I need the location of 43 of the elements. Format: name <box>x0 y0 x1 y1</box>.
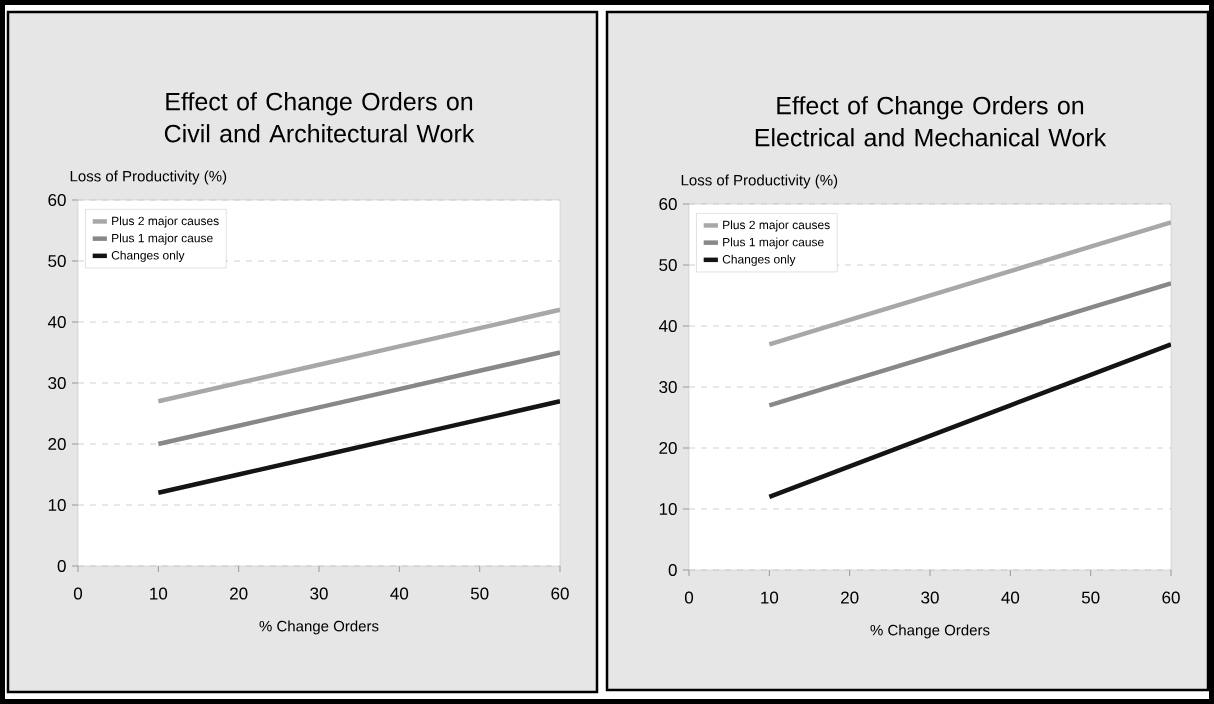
chart-title: Effect of Change Orders on Electrical and Mechanical Work <box>755 96 1107 147</box>
legend-label: Plus 2 major causes <box>723 220 830 232</box>
x-tick-label: 60 <box>1162 591 1180 604</box>
x-axis-title: % Change Orders <box>259 620 379 635</box>
y-axis-title: Loss of Productivity (%) <box>681 174 838 189</box>
x-tick-label: 10 <box>150 587 168 600</box>
y-tick-label: 60 <box>48 193 66 207</box>
y-tick-label: 30 <box>659 380 677 394</box>
x-tick-label: 20 <box>230 587 248 600</box>
legend-label: Plus 1 major cause <box>723 237 824 249</box>
x-tick-label: 60 <box>551 587 569 600</box>
y-tick-label: 10 <box>48 498 66 512</box>
legend-label: Plus 2 major causes <box>112 216 219 228</box>
x-tick-label: 0 <box>73 587 83 600</box>
x-tick-label: 50 <box>1081 591 1100 604</box>
y-tick-label: 40 <box>47 315 66 329</box>
x-tick-label: 0 <box>684 591 694 604</box>
y-tick-label: 60 <box>659 197 677 211</box>
legend-label: Changes only <box>111 250 185 262</box>
y-tick-label: 0 <box>57 559 66 573</box>
x-tick-label: 30 <box>310 587 328 600</box>
y-tick-label: 30 <box>48 376 66 390</box>
y-tick-label: 50 <box>659 258 677 272</box>
x-tick-label: 40 <box>390 587 409 600</box>
line-series <box>156 399 561 496</box>
x-tick-label: 50 <box>470 587 489 600</box>
y-axis-title: Loss of Productivity (%) <box>70 170 227 185</box>
line-series <box>156 350 561 447</box>
y-tick-label: 20 <box>48 437 66 451</box>
line-series <box>767 342 1172 500</box>
y-tick-label: 10 <box>659 502 677 516</box>
x-tick-label: 30 <box>921 591 939 604</box>
x-axis-title: % Change Orders <box>870 624 990 639</box>
x-tick-label: 20 <box>841 591 859 604</box>
y-tick-label: 50 <box>48 254 66 268</box>
legend-label: Plus 1 major cause <box>112 233 213 245</box>
legend-label: Changes only <box>722 254 796 266</box>
y-tick-label: 20 <box>659 441 677 455</box>
x-tick-label: 40 <box>1001 591 1020 604</box>
chart-title: Effect of Change Orders on Civil and Architectural Work <box>164 92 475 143</box>
x-tick-label: 10 <box>761 591 779 604</box>
y-tick-label: 0 <box>668 563 677 577</box>
y-tick-label: 40 <box>658 319 677 333</box>
